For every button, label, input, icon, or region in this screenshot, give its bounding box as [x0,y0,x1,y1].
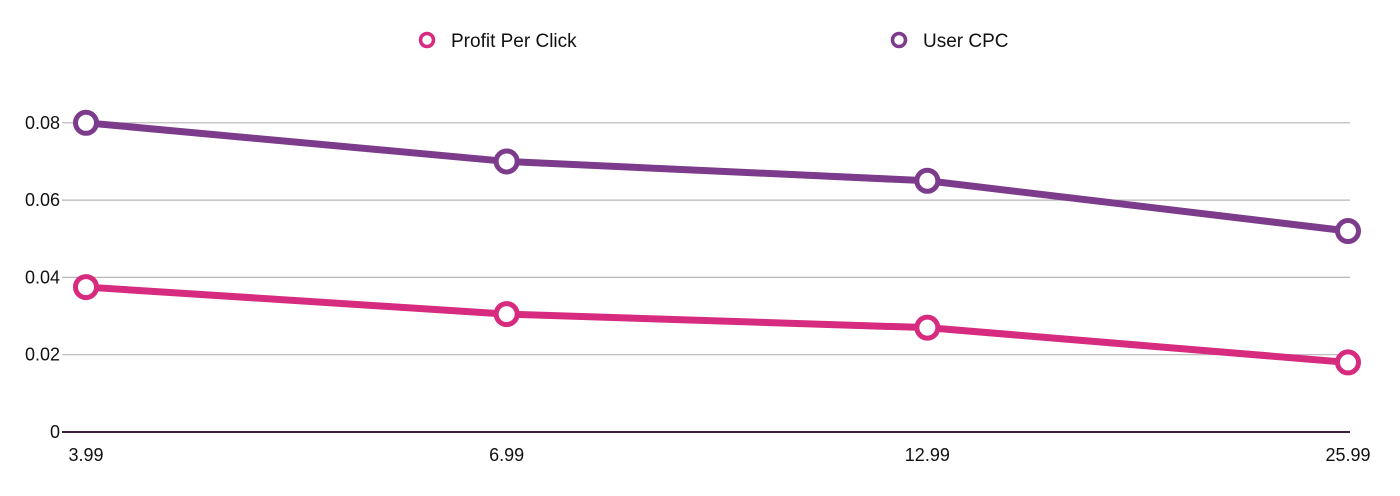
data-point [1335,349,1361,376]
series-layer [73,109,1361,376]
data-point [73,274,99,301]
data-point [493,301,520,328]
y-tick-label: 0.08 [25,113,60,133]
y-tick-label: 0.06 [25,190,60,210]
grid-layer [62,122,1350,356]
legend-item: Profit Per Click [418,31,577,52]
data-point [914,314,941,341]
axis-layer: 0 0.02 0.04 0.06 0.08 3.99 6.99 12.99 25.99 [25,113,1371,465]
legend-marker [890,31,908,49]
legend-label: Profit Per Click [451,31,577,52]
data-point [73,109,99,136]
y-tick-label: 0.02 [25,345,60,365]
data-point [493,148,520,175]
x-tick-label: 25.99 [1325,445,1370,465]
series-line [82,283,1352,366]
data-point [914,167,941,194]
series-line [82,119,1352,235]
x-tick-label: 3.99 [68,445,103,465]
y-tick-label: 0 [50,422,60,442]
legend-label: User CPC [923,31,1009,52]
x-tick-label: 12.99 [905,445,950,465]
legend: Profit Per Click User CPC [418,31,1009,52]
x-tick-label: 6.99 [489,445,524,465]
legend-item: User CPC [890,31,1009,52]
y-tick-label: 0.04 [25,267,60,287]
data-point [1335,218,1361,245]
legend-marker [418,31,436,49]
